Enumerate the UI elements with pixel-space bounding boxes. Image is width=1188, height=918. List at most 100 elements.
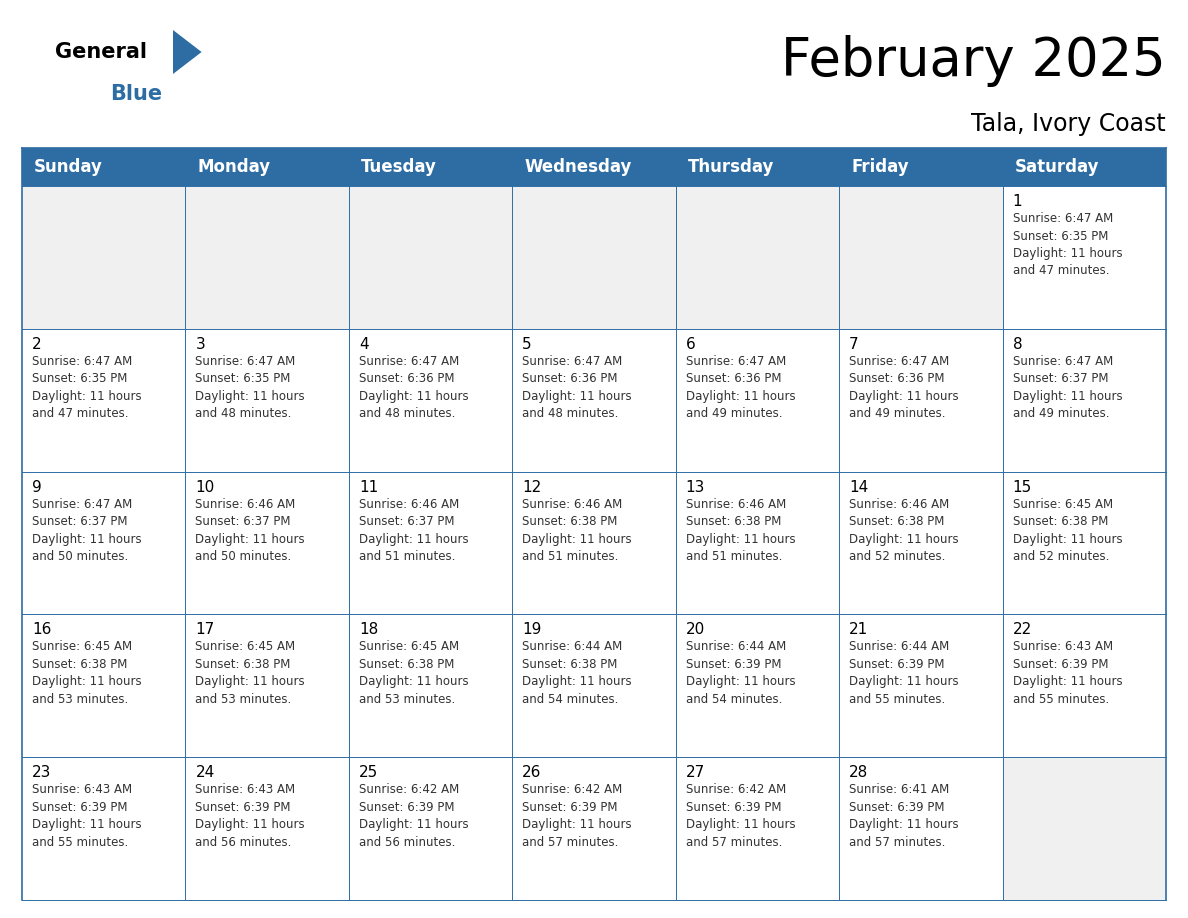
Text: Sunday: Sunday bbox=[34, 158, 103, 176]
Text: Sunrise: 6:43 AM
Sunset: 6:39 PM
Daylight: 11 hours
and 55 minutes.: Sunrise: 6:43 AM Sunset: 6:39 PM Dayligh… bbox=[1012, 641, 1123, 706]
Text: 18: 18 bbox=[359, 622, 378, 637]
Bar bbox=[1003, 614, 1165, 757]
Bar bbox=[839, 757, 1003, 900]
Text: Friday: Friday bbox=[851, 158, 909, 176]
Text: Sunrise: 6:46 AM
Sunset: 6:37 PM
Daylight: 11 hours
and 50 minutes.: Sunrise: 6:46 AM Sunset: 6:37 PM Dayligh… bbox=[196, 498, 305, 563]
Text: Sunrise: 6:42 AM
Sunset: 6:39 PM
Daylight: 11 hours
and 56 minutes.: Sunrise: 6:42 AM Sunset: 6:39 PM Dayligh… bbox=[359, 783, 468, 849]
Text: Sunrise: 6:47 AM
Sunset: 6:36 PM
Daylight: 11 hours
and 49 minutes.: Sunrise: 6:47 AM Sunset: 6:36 PM Dayligh… bbox=[849, 354, 959, 420]
Bar bbox=[512, 186, 676, 329]
Text: 3: 3 bbox=[196, 337, 206, 352]
Bar bbox=[676, 472, 839, 614]
Text: Wednesday: Wednesday bbox=[524, 158, 632, 176]
Text: 28: 28 bbox=[849, 766, 868, 780]
Text: 4: 4 bbox=[359, 337, 368, 352]
Bar bbox=[839, 329, 1003, 472]
Text: 19: 19 bbox=[523, 622, 542, 637]
Bar bbox=[349, 757, 512, 900]
Text: Sunrise: 6:45 AM
Sunset: 6:38 PM
Daylight: 11 hours
and 53 minutes.: Sunrise: 6:45 AM Sunset: 6:38 PM Dayligh… bbox=[359, 641, 468, 706]
Text: 8: 8 bbox=[1012, 337, 1022, 352]
Bar bbox=[349, 329, 512, 472]
Text: Sunrise: 6:45 AM
Sunset: 6:38 PM
Daylight: 11 hours
and 53 minutes.: Sunrise: 6:45 AM Sunset: 6:38 PM Dayligh… bbox=[196, 641, 305, 706]
Text: 13: 13 bbox=[685, 479, 706, 495]
Text: 12: 12 bbox=[523, 479, 542, 495]
Text: Sunrise: 6:47 AM
Sunset: 6:36 PM
Daylight: 11 hours
and 48 minutes.: Sunrise: 6:47 AM Sunset: 6:36 PM Dayligh… bbox=[523, 354, 632, 420]
Text: 10: 10 bbox=[196, 479, 215, 495]
Bar bbox=[185, 329, 349, 472]
Text: 26: 26 bbox=[523, 766, 542, 780]
Text: Sunrise: 6:45 AM
Sunset: 6:38 PM
Daylight: 11 hours
and 52 minutes.: Sunrise: 6:45 AM Sunset: 6:38 PM Dayligh… bbox=[1012, 498, 1123, 563]
Bar bbox=[1003, 757, 1165, 900]
Text: Sunrise: 6:43 AM
Sunset: 6:39 PM
Daylight: 11 hours
and 56 minutes.: Sunrise: 6:43 AM Sunset: 6:39 PM Dayligh… bbox=[196, 783, 305, 849]
Bar bbox=[1003, 329, 1165, 472]
Bar bbox=[839, 614, 1003, 757]
Bar bbox=[349, 472, 512, 614]
Text: Sunrise: 6:47 AM
Sunset: 6:36 PM
Daylight: 11 hours
and 48 minutes.: Sunrise: 6:47 AM Sunset: 6:36 PM Dayligh… bbox=[359, 354, 468, 420]
Text: Sunrise: 6:46 AM
Sunset: 6:37 PM
Daylight: 11 hours
and 51 minutes.: Sunrise: 6:46 AM Sunset: 6:37 PM Dayligh… bbox=[359, 498, 468, 563]
Text: Thursday: Thursday bbox=[688, 158, 775, 176]
Text: 25: 25 bbox=[359, 766, 378, 780]
Bar bbox=[512, 472, 676, 614]
Bar bbox=[23, 186, 185, 329]
Text: Saturday: Saturday bbox=[1015, 158, 1099, 176]
Text: Monday: Monday bbox=[197, 158, 271, 176]
Text: General: General bbox=[55, 42, 147, 62]
Bar bbox=[676, 329, 839, 472]
Bar bbox=[185, 757, 349, 900]
Text: Sunrise: 6:44 AM
Sunset: 6:39 PM
Daylight: 11 hours
and 54 minutes.: Sunrise: 6:44 AM Sunset: 6:39 PM Dayligh… bbox=[685, 641, 795, 706]
Bar bbox=[185, 186, 349, 329]
Text: Blue: Blue bbox=[110, 84, 162, 104]
Text: Sunrise: 6:42 AM
Sunset: 6:39 PM
Daylight: 11 hours
and 57 minutes.: Sunrise: 6:42 AM Sunset: 6:39 PM Dayligh… bbox=[685, 783, 795, 849]
Text: Tuesday: Tuesday bbox=[361, 158, 437, 176]
Bar bbox=[839, 186, 1003, 329]
Text: Tala, Ivory Coast: Tala, Ivory Coast bbox=[972, 112, 1165, 136]
Bar bbox=[1003, 472, 1165, 614]
Bar bbox=[185, 614, 349, 757]
Text: Sunrise: 6:47 AM
Sunset: 6:37 PM
Daylight: 11 hours
and 49 minutes.: Sunrise: 6:47 AM Sunset: 6:37 PM Dayligh… bbox=[1012, 354, 1123, 420]
Text: Sunrise: 6:47 AM
Sunset: 6:35 PM
Daylight: 11 hours
and 47 minutes.: Sunrise: 6:47 AM Sunset: 6:35 PM Dayligh… bbox=[32, 354, 141, 420]
Bar bbox=[676, 186, 839, 329]
Text: Sunrise: 6:45 AM
Sunset: 6:38 PM
Daylight: 11 hours
and 53 minutes.: Sunrise: 6:45 AM Sunset: 6:38 PM Dayligh… bbox=[32, 641, 141, 706]
Text: 6: 6 bbox=[685, 337, 695, 352]
Text: Sunrise: 6:44 AM
Sunset: 6:38 PM
Daylight: 11 hours
and 54 minutes.: Sunrise: 6:44 AM Sunset: 6:38 PM Dayligh… bbox=[523, 641, 632, 706]
Bar bbox=[23, 757, 185, 900]
Bar bbox=[23, 472, 185, 614]
Text: Sunrise: 6:44 AM
Sunset: 6:39 PM
Daylight: 11 hours
and 55 minutes.: Sunrise: 6:44 AM Sunset: 6:39 PM Dayligh… bbox=[849, 641, 959, 706]
Bar bbox=[512, 757, 676, 900]
Text: February 2025: February 2025 bbox=[782, 35, 1165, 87]
Text: Sunrise: 6:43 AM
Sunset: 6:39 PM
Daylight: 11 hours
and 55 minutes.: Sunrise: 6:43 AM Sunset: 6:39 PM Dayligh… bbox=[32, 783, 141, 849]
Bar bbox=[1003, 186, 1165, 329]
Text: 16: 16 bbox=[32, 622, 51, 637]
Text: 24: 24 bbox=[196, 766, 215, 780]
Text: Sunrise: 6:47 AM
Sunset: 6:36 PM
Daylight: 11 hours
and 49 minutes.: Sunrise: 6:47 AM Sunset: 6:36 PM Dayligh… bbox=[685, 354, 795, 420]
Text: Sunrise: 6:41 AM
Sunset: 6:39 PM
Daylight: 11 hours
and 57 minutes.: Sunrise: 6:41 AM Sunset: 6:39 PM Dayligh… bbox=[849, 783, 959, 849]
Text: Sunrise: 6:42 AM
Sunset: 6:39 PM
Daylight: 11 hours
and 57 minutes.: Sunrise: 6:42 AM Sunset: 6:39 PM Dayligh… bbox=[523, 783, 632, 849]
Bar bbox=[349, 614, 512, 757]
Bar bbox=[676, 757, 839, 900]
Bar bbox=[512, 614, 676, 757]
Text: Sunrise: 6:46 AM
Sunset: 6:38 PM
Daylight: 11 hours
and 52 minutes.: Sunrise: 6:46 AM Sunset: 6:38 PM Dayligh… bbox=[849, 498, 959, 563]
Text: 23: 23 bbox=[32, 766, 51, 780]
Bar bbox=[23, 329, 185, 472]
Text: 5: 5 bbox=[523, 337, 532, 352]
Bar bbox=[23, 148, 1165, 186]
Text: 9: 9 bbox=[32, 479, 42, 495]
Text: 11: 11 bbox=[359, 479, 378, 495]
Bar bbox=[839, 472, 1003, 614]
Text: Sunrise: 6:46 AM
Sunset: 6:38 PM
Daylight: 11 hours
and 51 minutes.: Sunrise: 6:46 AM Sunset: 6:38 PM Dayligh… bbox=[685, 498, 795, 563]
Bar bbox=[185, 472, 349, 614]
Text: 22: 22 bbox=[1012, 622, 1032, 637]
Bar bbox=[23, 614, 185, 757]
Text: Sunrise: 6:46 AM
Sunset: 6:38 PM
Daylight: 11 hours
and 51 minutes.: Sunrise: 6:46 AM Sunset: 6:38 PM Dayligh… bbox=[523, 498, 632, 563]
Bar bbox=[349, 186, 512, 329]
Text: 1: 1 bbox=[1012, 194, 1022, 209]
Text: 2: 2 bbox=[32, 337, 42, 352]
Text: 7: 7 bbox=[849, 337, 859, 352]
Bar bbox=[676, 614, 839, 757]
Text: Sunrise: 6:47 AM
Sunset: 6:35 PM
Daylight: 11 hours
and 47 minutes.: Sunrise: 6:47 AM Sunset: 6:35 PM Dayligh… bbox=[1012, 212, 1123, 277]
Text: 27: 27 bbox=[685, 766, 704, 780]
Text: 17: 17 bbox=[196, 622, 215, 637]
Text: 20: 20 bbox=[685, 622, 704, 637]
Text: 15: 15 bbox=[1012, 479, 1032, 495]
Bar bbox=[512, 329, 676, 472]
Text: 14: 14 bbox=[849, 479, 868, 495]
